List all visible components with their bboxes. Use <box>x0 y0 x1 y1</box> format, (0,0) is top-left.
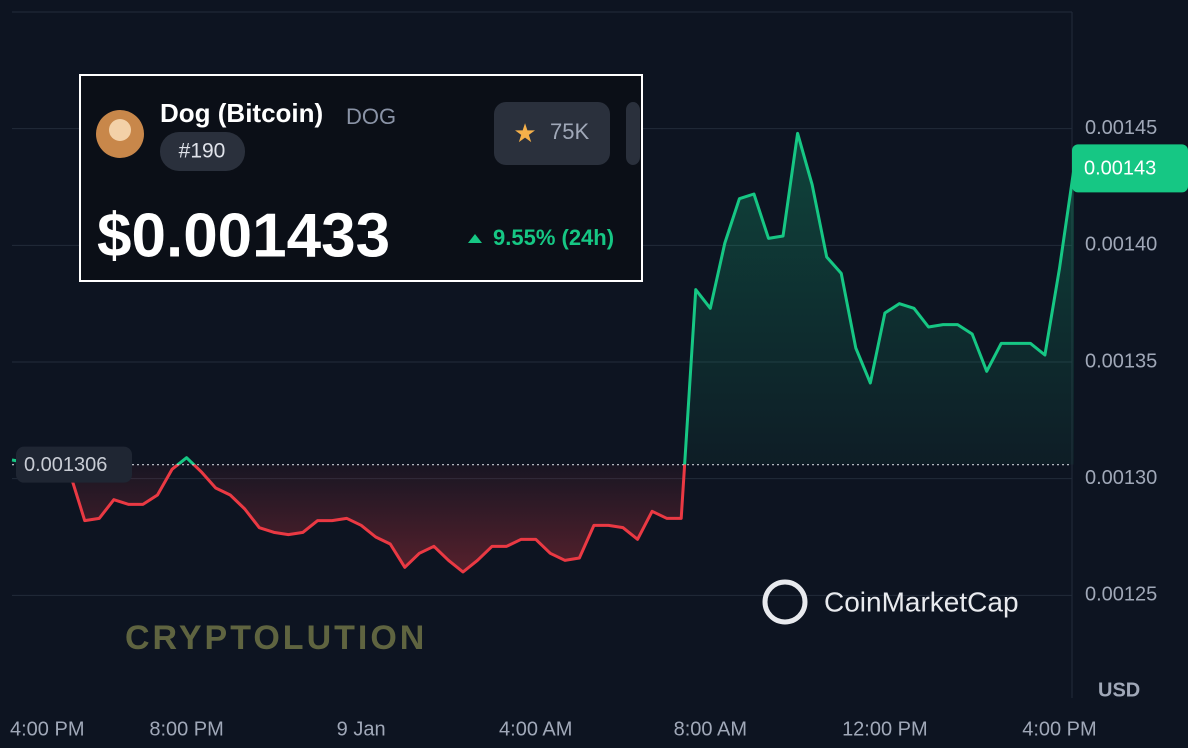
y-tick-label: 0.00145 <box>1085 117 1157 139</box>
cmc-icon <box>762 579 808 625</box>
price: $0.001433 <box>97 201 390 270</box>
price-area <box>12 133 1074 573</box>
last-price-label: 0.00143 <box>1084 158 1156 180</box>
y-tick-label: 0.00125 <box>1085 584 1157 606</box>
watchlist-count: 75K <box>550 119 589 144</box>
watermark: CRYPTOLUTION <box>125 619 427 657</box>
info-card: Dog (Bitcoin) DOG #190 ★ 75K $0.001433 9… <box>79 74 643 282</box>
up-arrow <box>468 234 482 243</box>
reference-label: 0.001306 <box>24 454 107 476</box>
coin-symbol: DOG <box>346 104 396 129</box>
last-price-pill <box>1072 144 1188 193</box>
cmc-logo: CoinMarketCap <box>824 586 1019 617</box>
watchlist-button[interactable] <box>494 102 610 165</box>
price-line <box>11 131 1076 574</box>
rank-pill <box>160 132 245 171</box>
reference-pill <box>16 446 132 483</box>
rank: #190 <box>179 140 226 163</box>
price-change: 9.55% (24h) <box>493 225 614 250</box>
x-tick-label: 8:00 PM <box>149 718 223 740</box>
x-tick-label: 8:00 AM <box>674 718 747 740</box>
coin-logo <box>109 119 131 141</box>
x-tick-label: 12:00 PM <box>842 718 928 740</box>
x-tick-label: 9 Jan <box>337 718 386 740</box>
coin-name: Dog (Bitcoin) <box>160 98 323 128</box>
y-tick-label: 0.00140 <box>1085 234 1157 256</box>
y-tick-label: 0.00135 <box>1085 350 1157 372</box>
x-tick-label: 4:00 AM <box>499 718 572 740</box>
more-button[interactable] <box>626 102 640 165</box>
star-icon: ★ <box>513 118 536 148</box>
x-tick-label: 4:00 PM <box>1022 718 1096 740</box>
currency: USD <box>1098 679 1140 701</box>
x-tick-label: 4:00 PM <box>10 718 84 740</box>
y-tick-label: 0.00130 <box>1085 467 1157 489</box>
